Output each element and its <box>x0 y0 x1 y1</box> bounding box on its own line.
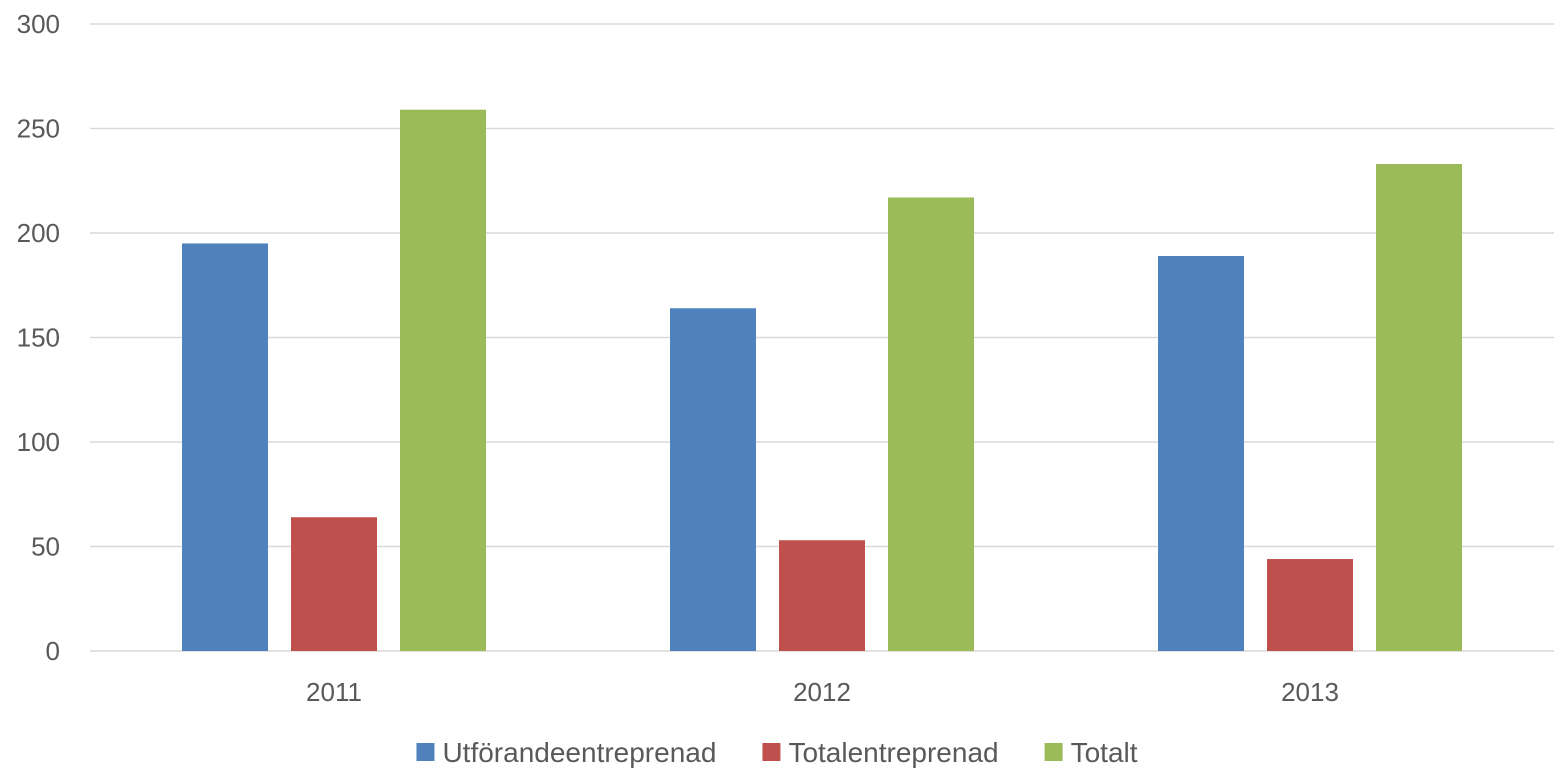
y-tick-label-300: 300 <box>17 9 60 39</box>
y-tick-label-0: 0 <box>46 636 60 666</box>
bar-2013-totalentreprenad <box>1267 559 1353 651</box>
y-tick-label-100: 100 <box>17 427 60 457</box>
bars <box>182 109 1462 652</box>
x-tick-label-2012: 2012 <box>793 677 851 707</box>
y-axis-tick-labels: 0 50 100 150 200 250 300 <box>17 9 60 666</box>
y-tick-label-250: 250 <box>17 114 60 144</box>
legend-swatch-totalentreprenad <box>762 743 781 761</box>
legend-label-totalentreprenad: Totalentreprenad <box>788 737 998 768</box>
legend: Utförandeentreprenad Totalentreprenad Tota… <box>416 737 1138 768</box>
x-axis-tick-labels: 2011 2012 2013 <box>306 677 1339 707</box>
legend-swatch-totalt <box>1044 743 1063 761</box>
bar-2012-totalt <box>888 197 974 651</box>
legend-swatch-utförandeentreprenad <box>416 743 435 761</box>
bar-2013-utförandeentreprenad <box>1158 255 1244 652</box>
y-tick-label-50: 50 <box>31 532 60 562</box>
y-tick-label-150: 150 <box>17 323 60 353</box>
bar-2012-totalentreprenad <box>779 540 865 651</box>
bar-2012-utförandeentreprenad <box>670 308 756 651</box>
bar-2011-totalt <box>400 109 486 651</box>
x-tick-label-2011: 2011 <box>306 677 362 707</box>
y-tick-label-200: 200 <box>17 218 60 248</box>
x-tick-label-2013: 2013 <box>1281 677 1339 707</box>
bar-2011-utförandeentreprenad <box>182 243 268 651</box>
legend-label-utförandeentreprenad: Utförandeentreprenad <box>442 737 716 768</box>
legend-label-totalt: Totalt <box>1071 737 1138 768</box>
bar-2011-totalentreprenad <box>291 517 377 651</box>
bar-2013-totalt <box>1376 164 1462 651</box>
